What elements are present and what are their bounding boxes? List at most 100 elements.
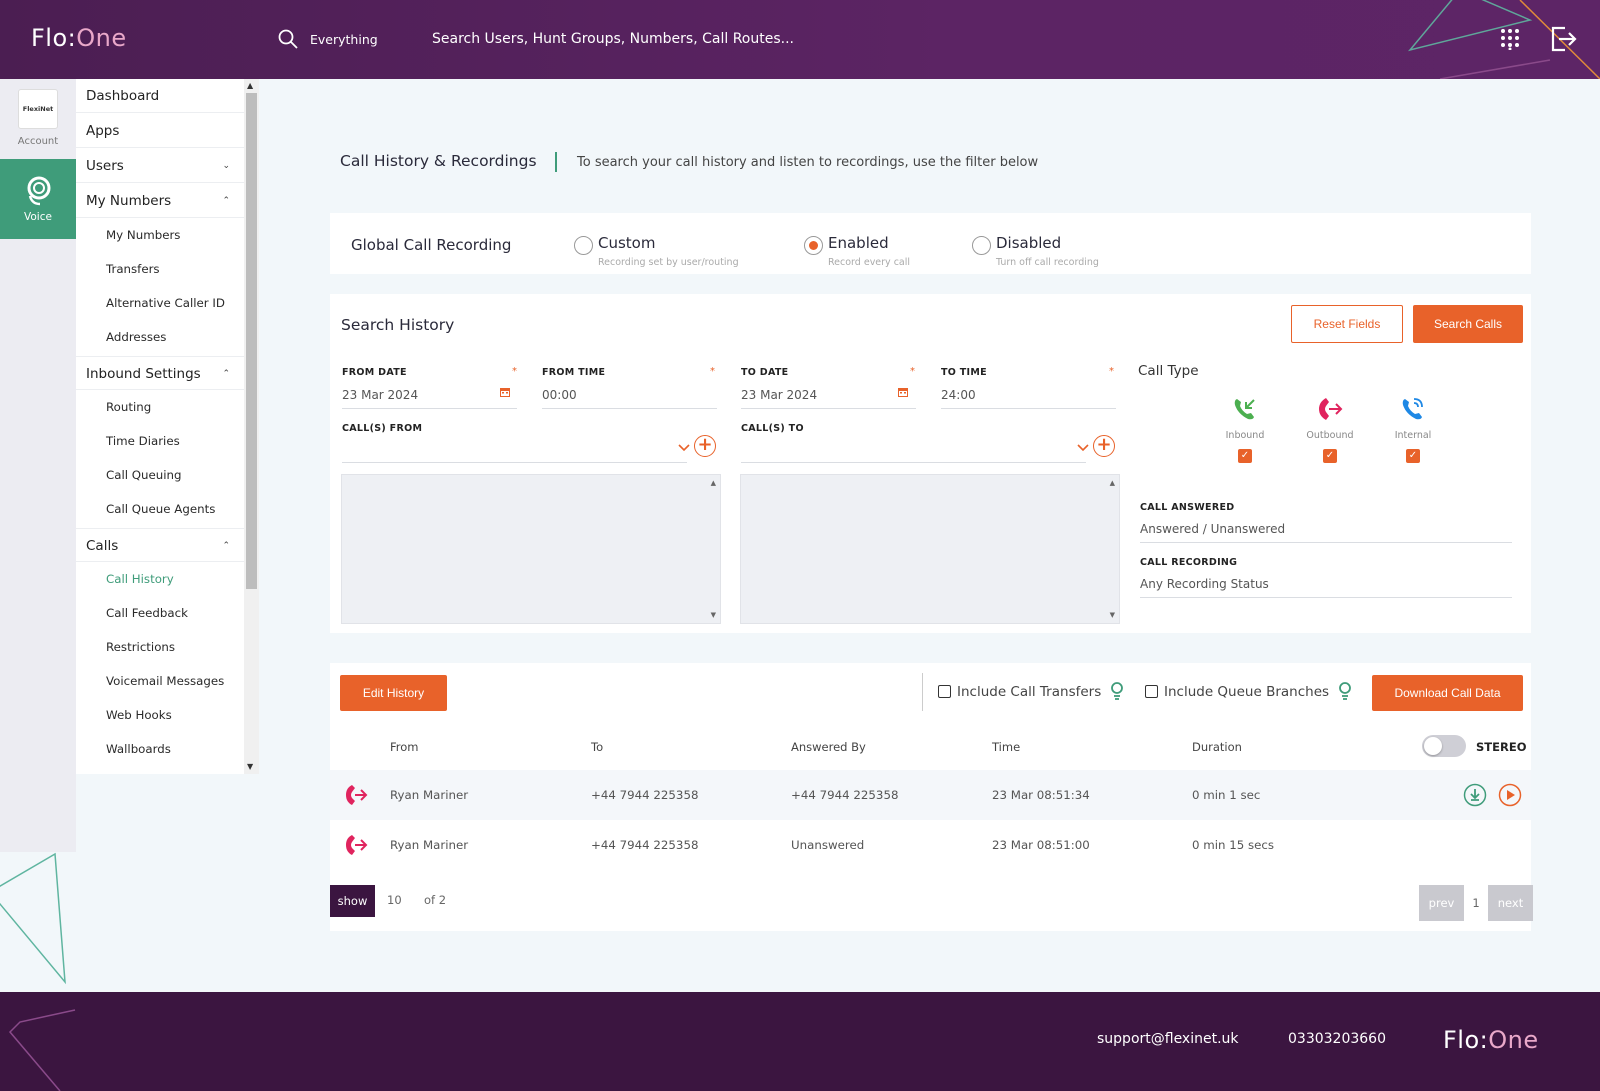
list-scroll-up-icon[interactable]: ▲ [710, 479, 716, 487]
nav-sub-time-diaries[interactable]: Time Diaries [106, 434, 180, 448]
column-header-to[interactable]: To [591, 740, 604, 754]
table-row[interactable]: Ryan Mariner +44 7944 225358 Unanswered … [330, 820, 1531, 870]
nav-sub-my-numbers[interactable]: My Numbers [106, 228, 181, 242]
nav-inbound-settings[interactable]: Inbound Settings ⌃ [76, 356, 244, 390]
from-date-input[interactable]: 23 Mar 2024 [342, 388, 419, 402]
nav-sub-wallboards[interactable]: Wallboards [106, 742, 171, 756]
calls-from-list[interactable]: ▲ ▼ [341, 474, 721, 624]
radio-enabled-circle[interactable] [804, 236, 823, 255]
app-logo[interactable]: Flo:One [31, 24, 127, 52]
calls-to-list[interactable]: ▲ ▼ [740, 474, 1120, 624]
nav-sub-voicemail-messages[interactable]: Voicemail Messages [106, 674, 225, 688]
dialpad-icon[interactable] [1500, 28, 1522, 50]
add-calls-from-button[interactable]: + [694, 435, 716, 457]
calendar-icon[interactable] [499, 386, 511, 398]
nav-sub-call-history[interactable]: Call History [106, 572, 174, 586]
search-scope-select[interactable]: Everything [310, 32, 378, 47]
nav-inbound-label: Inbound Settings [86, 366, 201, 382]
edit-history-button[interactable]: Edit History [340, 675, 447, 711]
cell-answered-by: +44 7944 225358 [791, 788, 899, 802]
nav-calls[interactable]: Calls ⌃ [76, 528, 244, 562]
scroll-up-icon[interactable]: ▲ [247, 81, 254, 90]
scroll-thumb[interactable] [246, 93, 257, 589]
nav-sub-transfers[interactable]: Transfers [106, 262, 160, 276]
nav-sub-alternative-caller-id[interactable]: Alternative Caller ID [106, 296, 225, 310]
call-type-inbound[interactable]: Inbound ✓ [1210, 396, 1280, 463]
page-size-select[interactable]: 10 [387, 893, 402, 907]
list-scroll-down-icon[interactable]: ▼ [1109, 611, 1115, 619]
page-number-button[interactable]: 1 [1464, 885, 1488, 921]
stereo-label: STEREO [1476, 740, 1527, 754]
include-transfers-checkbox[interactable] [938, 685, 951, 698]
scroll-down-icon[interactable]: ▼ [247, 762, 254, 771]
nav-sub-call-queue-agents[interactable]: Call Queue Agents [106, 502, 216, 516]
gcr-label: Global Call Recording [351, 236, 512, 254]
call-answered-select[interactable]: Answered / Unanswered [1140, 522, 1286, 536]
include-transfers-label[interactable]: Include Call Transfers [957, 684, 1102, 700]
nav-sub-addresses[interactable]: Addresses [106, 330, 167, 344]
call-answered-label: CALL ANSWERED [1140, 502, 1235, 513]
download-icon[interactable] [1463, 783, 1487, 807]
include-queue-checkbox[interactable] [1145, 685, 1158, 698]
search-calls-button[interactable]: Search Calls [1413, 305, 1523, 343]
logout-icon[interactable] [1551, 26, 1577, 52]
download-call-data-button[interactable]: Download Call Data [1372, 675, 1523, 711]
nav-sub-web-hooks[interactable]: Web Hooks [106, 708, 172, 722]
to-time-input[interactable]: 24:00 [941, 388, 976, 402]
inbound-label: Inbound [1225, 430, 1265, 441]
column-header-duration[interactable]: Duration [1192, 740, 1242, 754]
inbound-checkbox[interactable]: ✓ [1238, 449, 1252, 463]
global-search-input[interactable]: Search Users, Hunt Groups, Numbers, Call… [432, 31, 794, 47]
radio-custom-circle[interactable] [574, 236, 593, 255]
table-row[interactable]: Ryan Mariner +44 7944 225358 +44 7944 22… [330, 770, 1531, 820]
play-icon[interactable] [1498, 783, 1522, 807]
outbound-checkbox[interactable]: ✓ [1323, 449, 1337, 463]
list-scroll-down-icon[interactable]: ▼ [710, 611, 716, 619]
include-queue-label[interactable]: Include Queue Branches [1164, 684, 1330, 700]
next-page-button[interactable]: next [1488, 885, 1533, 921]
voice-tab[interactable]: Voice [0, 159, 76, 239]
outbound-call-icon [346, 835, 368, 855]
list-scroll-up-icon[interactable]: ▲ [1109, 479, 1115, 487]
radio-disabled-circle[interactable] [972, 236, 991, 255]
internal-checkbox[interactable]: ✓ [1406, 449, 1420, 463]
to-date-input[interactable]: 23 Mar 2024 [741, 388, 818, 402]
support-email-link[interactable]: support@flexinet.uk [1097, 1031, 1239, 1047]
nav-sub-call-queuing[interactable]: Call Queuing [106, 468, 182, 482]
call-type-internal[interactable]: Internal ✓ [1378, 396, 1448, 463]
sidebar-scrollbar[interactable]: ▲ ▼ [244, 79, 259, 774]
nav-dashboard[interactable]: Dashboard [76, 79, 244, 113]
nav-apps[interactable]: Apps [76, 114, 244, 148]
sidebar-nav: Dashboard Apps Users ⌄ My Numbers ⌃ My Num… [76, 79, 244, 774]
support-phone[interactable]: 03303203660 [1288, 1031, 1386, 1047]
lightbulb-icon[interactable] [1338, 681, 1352, 701]
from-time-input[interactable]: 00:00 [542, 388, 577, 402]
reset-fields-button[interactable]: Reset Fields [1291, 305, 1403, 343]
chevron-down-icon[interactable] [1077, 444, 1089, 452]
add-calls-to-button[interactable]: + [1093, 435, 1115, 457]
chevron-down-icon[interactable] [678, 444, 690, 452]
nav-users[interactable]: Users ⌄ [76, 149, 244, 183]
column-header-from[interactable]: From [390, 740, 419, 754]
account-logo[interactable]: FlexiNet [18, 89, 58, 129]
stereo-toggle[interactable] [1422, 735, 1466, 757]
logo-colon: : [1479, 1026, 1489, 1054]
calendar-icon[interactable] [897, 386, 909, 398]
stereo-toggle-knob [1424, 737, 1442, 755]
column-header-time[interactable]: Time [992, 740, 1021, 754]
page-title: Call History & Recordings [340, 152, 537, 170]
nav-my-numbers[interactable]: My Numbers ⌃ [76, 184, 244, 218]
column-header-answered-by[interactable]: Answered By [791, 740, 866, 754]
outbound-label: Outbound [1306, 430, 1354, 441]
required-mark: * [512, 366, 517, 377]
nav-sub-restrictions[interactable]: Restrictions [106, 640, 176, 654]
prev-page-button[interactable]: prev [1419, 885, 1464, 921]
call-type-outbound[interactable]: Outbound ✓ [1295, 396, 1365, 463]
call-recording-select[interactable]: Any Recording Status [1140, 577, 1269, 591]
search-icon[interactable] [278, 29, 298, 49]
nav-sub-call-feedback[interactable]: Call Feedback [106, 606, 188, 620]
lightbulb-icon[interactable] [1110, 681, 1124, 701]
cell-answered-by: Unanswered [791, 838, 865, 852]
nav-sub-routing[interactable]: Routing [106, 400, 152, 414]
required-mark: * [710, 366, 715, 377]
